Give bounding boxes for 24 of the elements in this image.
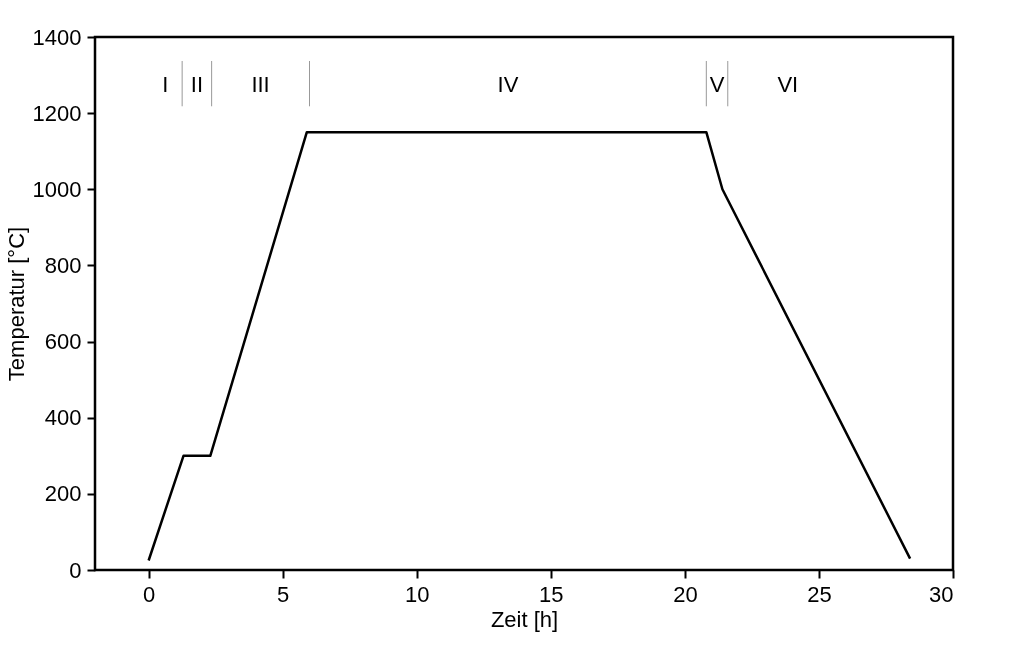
y-tick-label: 400 <box>44 405 82 431</box>
y-tick-label: 1200 <box>32 100 82 126</box>
x-tick-label: 30 <box>929 581 954 607</box>
x-axis-title: Zeit [h] <box>490 606 559 632</box>
x-tick-label: 10 <box>405 581 430 607</box>
annotation: II <box>190 71 203 97</box>
y-tick-label: 200 <box>44 481 82 507</box>
y-tick-label: 1400 <box>32 24 82 50</box>
annotation: VI <box>777 71 799 97</box>
y-axis-title: Temperatur [°C] <box>3 226 29 382</box>
x-tick-label: 0 <box>143 581 156 607</box>
annotation: III <box>251 71 270 97</box>
x-tick-label: 25 <box>807 581 832 607</box>
annotation: I <box>162 71 169 97</box>
y-tick-label: 1000 <box>32 176 82 202</box>
y-tick-label: 600 <box>44 329 82 355</box>
y-tick-label: 0 <box>69 557 82 583</box>
x-tick-label: 15 <box>539 581 564 607</box>
x-tick-label: 5 <box>277 581 290 607</box>
annotation: IV <box>497 71 519 97</box>
annotation: V <box>709 71 725 97</box>
line-series <box>147 130 912 562</box>
x-tick-label: 20 <box>673 581 698 607</box>
y-tick-label: 800 <box>44 252 82 278</box>
